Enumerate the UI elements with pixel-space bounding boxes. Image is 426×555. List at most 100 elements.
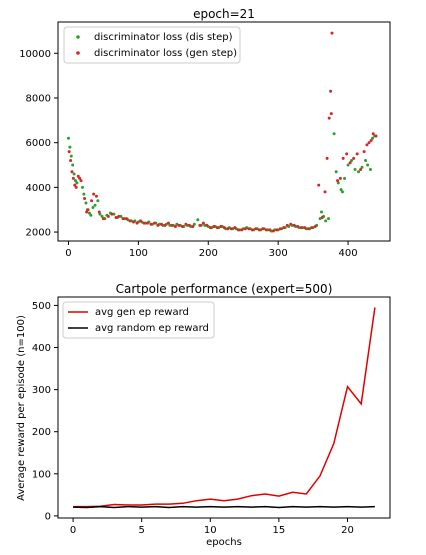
y-tick-label: 0 [45,511,51,522]
loss-point-gen-step [299,226,303,230]
loss-point-dis-step [71,163,75,167]
loss-point-gen-step [306,227,310,231]
series-line-gen-reward [73,307,376,508]
loss-point-dis-step [203,223,207,227]
loss-point-gen-step [226,227,230,231]
performance-chart: Cartpole performance (expert=500) 0 5 10 15… [16,282,391,548]
loss-point-gen-step [341,156,345,160]
legend-label-dis-step: discriminator loss (dis step) [94,32,233,43]
y-tick-label: 500 [32,301,51,312]
loss-point-dis-step [89,213,93,217]
loss-point-gen-step [325,156,329,160]
loss-point-gen-step [254,227,258,231]
loss-point-gen-step [374,134,378,138]
legend-marker-gen-step [76,51,80,55]
y-tick-label: 8000 [26,93,51,104]
loss-point-gen-step [145,221,149,225]
loss-point-gen-step [74,185,78,189]
loss-point-gen-step [371,132,375,136]
loss-point-dis-step [96,199,100,203]
loss-point-gen-step [219,224,223,228]
loss-point-gen-step [173,224,177,228]
loss-point-dis-step [82,192,86,196]
loss-point-dis-step [340,190,344,194]
loss-point-gen-step [191,224,195,228]
loss-point-gen-step [247,227,251,231]
y-tick-label: 200 [32,427,51,438]
loss-point-gen-step [114,216,118,220]
loss-point-gen-step [94,194,98,198]
loss-point-gen-step [215,226,219,230]
loss-point-gen-step [117,214,121,218]
loss-point-gen-step [198,223,202,227]
loss-point-gen-step [320,216,324,220]
loss-point-gen-step [327,116,331,120]
loss-point-gen-step [156,223,160,227]
loss-point-dis-step [364,159,368,163]
loss-point-gen-step [212,224,216,228]
loss-point-dis-step [75,181,79,185]
loss-point-gen-step [159,222,163,226]
loss-point-gen-step [233,226,237,230]
loss-point-gen-step [365,143,369,147]
loss-point-gen-step [128,219,132,223]
loss-point-gen-step [369,138,373,142]
loss-point-dis-step [320,210,324,214]
loss-point-gen-step [78,176,82,180]
loss-chart-plot-frame [57,21,391,242]
loss-chart: epoch=21 0 100 200 300 400 2000 4000 6000 8000 1… [19,7,391,259]
y-tick-label: 6000 [26,138,51,149]
loss-point-gen-step [338,176,342,180]
loss-point-gen-step [71,176,75,180]
loss-point-gen-step [152,221,156,225]
x-tick-label: 0 [65,248,71,259]
loss-point-dis-step [66,136,70,140]
loss-point-gen-step [229,227,233,231]
x-tick-label: 10 [204,525,217,536]
loss-point-gen-step [222,226,226,230]
y-tick-label: 100 [32,469,51,480]
loss-point-gen-step [250,228,254,232]
loss-point-gen-step [329,89,333,93]
loss-point-dis-step [72,172,76,176]
loss-point-gen-step [149,222,153,226]
x-tick-label: 20 [341,525,354,536]
loss-point-dis-step [324,219,328,223]
loss-point-gen-step [330,31,334,35]
legend-frame [63,26,241,64]
loss-point-dis-step [168,223,172,227]
loss-point-gen-step [170,223,174,227]
loss-point-gen-step [264,228,268,232]
loss-point-gen-step [243,227,247,231]
loss-point-gen-step [110,212,114,216]
loss-point-dis-step [93,203,97,207]
loss-point-gen-step [310,226,314,230]
loss-point-gen-step [278,227,282,231]
loss-point-gen-step [138,219,142,223]
loss-point-dis-step [360,165,364,169]
loss-point-gen-step [317,183,321,187]
performance-chart-plot-frame [57,296,391,519]
loss-point-gen-step [86,208,90,212]
loss-point-gen-step [289,222,293,226]
loss-point-gen-step [85,210,89,214]
loss-point-dis-step [343,176,347,180]
loss-point-gen-step [92,192,96,196]
loss-point-gen-step [282,226,286,230]
loss-point-dis-step [339,188,343,192]
loss-point-dis-step [357,170,361,174]
loss-point-gen-step [79,179,83,183]
loss-point-dis-step [68,145,72,149]
loss-point-gen-step [121,217,125,221]
loss-point-gen-step [101,217,105,221]
loss-point-gen-step [296,224,300,228]
loss-point-dis-step [366,163,370,167]
loss-point-dis-step [353,167,357,171]
legend-label-random-reward: avg random ep reward [95,323,209,334]
loss-point-dis-step [119,214,123,218]
x-tick-label: 5 [138,525,144,536]
loss-point-gen-step [208,226,212,230]
loss-point-gen-step [83,197,87,201]
loss-chart-title: epoch=21 [193,7,255,21]
legend-label-gen-reward: avg gen ep reward [95,307,189,318]
